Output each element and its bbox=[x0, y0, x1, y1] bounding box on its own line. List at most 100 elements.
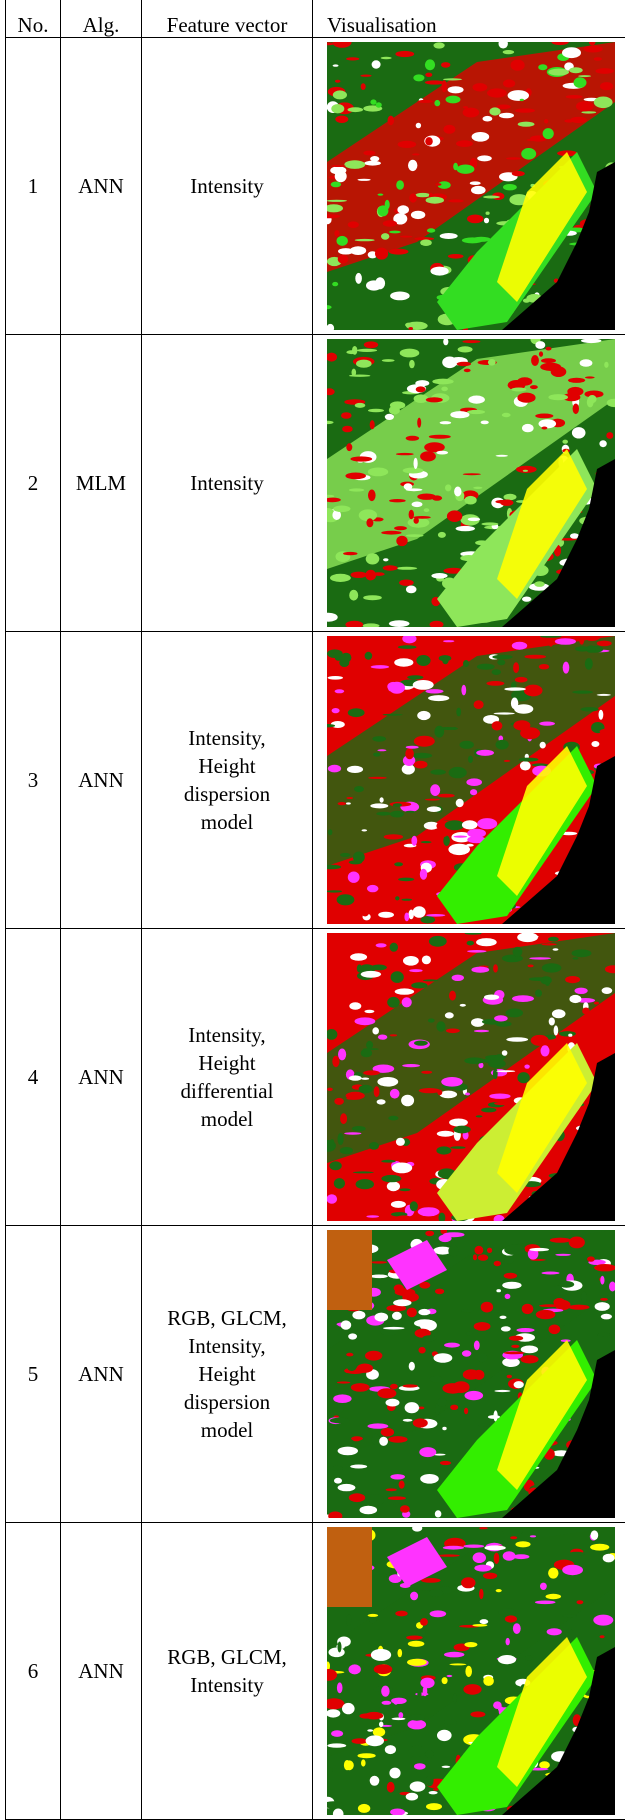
map-blob bbox=[408, 1641, 425, 1647]
map-blob bbox=[351, 1436, 363, 1440]
map-blob bbox=[344, 1760, 350, 1770]
map-blob bbox=[445, 484, 451, 491]
map-blob bbox=[512, 642, 527, 650]
map-blob bbox=[483, 196, 500, 199]
map-blob bbox=[510, 1536, 517, 1539]
map-blob bbox=[399, 883, 414, 893]
feature-cell: Intensity bbox=[142, 335, 313, 632]
map-blob bbox=[389, 231, 401, 234]
map-blob bbox=[378, 912, 394, 918]
map-blob bbox=[404, 913, 409, 922]
map-blob bbox=[511, 60, 525, 71]
map-blob bbox=[416, 386, 426, 392]
map-blob bbox=[361, 971, 381, 978]
map-blob bbox=[422, 1335, 436, 1341]
map-blob bbox=[394, 862, 403, 866]
map-blob bbox=[414, 1319, 435, 1327]
map-blob bbox=[483, 1573, 497, 1579]
map-blob bbox=[409, 510, 414, 520]
map-blob bbox=[504, 1273, 517, 1279]
classification-map bbox=[327, 933, 615, 1221]
map-blob bbox=[343, 552, 357, 555]
map-blob bbox=[449, 1663, 466, 1665]
map-blob bbox=[442, 357, 457, 369]
map-blob bbox=[460, 1004, 466, 1007]
map-blob bbox=[477, 818, 497, 829]
map-blob bbox=[377, 1077, 398, 1087]
map-blob bbox=[594, 748, 600, 751]
map-blob bbox=[331, 721, 345, 728]
map-blob bbox=[402, 1064, 420, 1067]
map-blob bbox=[463, 1545, 484, 1548]
map-blob bbox=[351, 1383, 370, 1392]
map-blob bbox=[361, 1078, 369, 1080]
map-blob bbox=[493, 1068, 498, 1079]
map-blob bbox=[425, 59, 435, 70]
map-blob bbox=[403, 468, 424, 474]
map-blob bbox=[474, 1322, 491, 1331]
map-blob bbox=[424, 508, 430, 512]
map-blob bbox=[462, 820, 478, 829]
map-blob bbox=[392, 1312, 402, 1320]
map-blob bbox=[368, 490, 376, 502]
map-blob bbox=[340, 1147, 353, 1154]
map-blob bbox=[504, 494, 517, 500]
map-blob bbox=[342, 426, 353, 433]
map-blob bbox=[389, 1768, 400, 1779]
map-blob bbox=[406, 488, 423, 491]
map-blob bbox=[448, 844, 470, 855]
map-blob bbox=[327, 1088, 333, 1091]
map-blob bbox=[419, 1347, 426, 1354]
map-blob bbox=[463, 1684, 481, 1695]
map-blob bbox=[381, 233, 389, 240]
map-blob bbox=[415, 380, 429, 386]
map-blob bbox=[519, 758, 539, 762]
map-blob bbox=[337, 941, 346, 952]
map-blob bbox=[405, 811, 416, 813]
map-blob bbox=[590, 1544, 609, 1551]
map-blob bbox=[448, 199, 464, 202]
map-blob bbox=[372, 1434, 380, 1445]
map-blob bbox=[481, 1302, 493, 1313]
map-blob bbox=[513, 720, 530, 730]
map-blob bbox=[338, 1049, 346, 1061]
map-blob bbox=[388, 1116, 398, 1121]
map-blob bbox=[346, 1353, 353, 1357]
feature-line: Intensity bbox=[142, 469, 312, 497]
map-blob bbox=[546, 1594, 562, 1599]
map-blob bbox=[522, 597, 531, 602]
map-blob bbox=[401, 899, 412, 901]
map-blob bbox=[486, 681, 504, 686]
map-blob bbox=[421, 841, 432, 843]
map-blob bbox=[581, 1292, 587, 1303]
map-blob bbox=[418, 1207, 440, 1216]
map-blob bbox=[387, 997, 400, 1008]
map-blob bbox=[431, 267, 449, 276]
classification-map bbox=[327, 1527, 615, 1815]
map-blob bbox=[445, 820, 465, 830]
map-blob bbox=[405, 1186, 426, 1197]
map-blob bbox=[410, 1201, 418, 1211]
map-blob bbox=[380, 1573, 387, 1578]
map-blob bbox=[494, 1261, 501, 1266]
map-blob bbox=[411, 982, 427, 988]
map-blob bbox=[421, 916, 436, 923]
map-blob bbox=[425, 73, 432, 77]
map-blob bbox=[332, 1466, 344, 1471]
map-blob bbox=[359, 1085, 373, 1094]
map-blob bbox=[331, 104, 344, 113]
map-blob bbox=[539, 1761, 550, 1769]
map-blob bbox=[429, 1589, 444, 1597]
visualisation-cell bbox=[313, 335, 625, 632]
map-blob bbox=[333, 506, 350, 513]
map-blob bbox=[371, 665, 389, 669]
map-blob bbox=[539, 722, 555, 726]
map-blob bbox=[600, 82, 613, 90]
map-blob bbox=[577, 1600, 584, 1604]
map-blob bbox=[444, 1652, 464, 1658]
map-blob bbox=[511, 1345, 519, 1348]
map-blob bbox=[383, 714, 403, 716]
map-blob bbox=[530, 1535, 536, 1537]
algorithm-cell: ANN bbox=[61, 929, 142, 1226]
